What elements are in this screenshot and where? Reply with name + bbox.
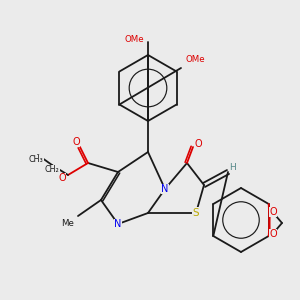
Text: S: S xyxy=(193,208,199,218)
Text: O: O xyxy=(72,137,80,147)
Text: N: N xyxy=(114,219,122,229)
Text: O: O xyxy=(58,173,66,183)
Text: O: O xyxy=(269,229,277,239)
Text: O: O xyxy=(269,207,277,217)
Text: CH₃: CH₃ xyxy=(28,155,44,164)
Text: OMe: OMe xyxy=(185,56,205,64)
Text: N: N xyxy=(161,184,169,194)
Text: OMe: OMe xyxy=(124,35,144,44)
Text: H: H xyxy=(230,163,236,172)
Text: Me: Me xyxy=(61,220,74,229)
Text: O: O xyxy=(194,139,202,149)
Text: CH₂: CH₂ xyxy=(45,166,59,175)
